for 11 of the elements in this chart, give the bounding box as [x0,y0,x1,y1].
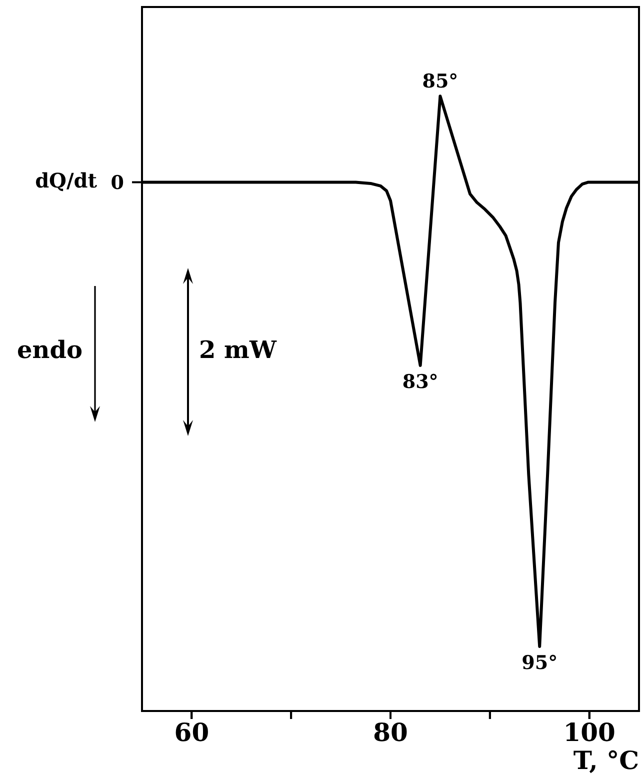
x-tick-label: 80 [373,718,408,747]
annotation: 85° [422,70,458,93]
annotation: 83° [402,370,438,393]
y-axis-title: dQ/dt [35,168,98,192]
x-tick-label: 100 [563,718,616,747]
x-axis-title: T, °C [573,746,639,775]
text: endo [17,335,83,364]
annotation: 2 mW [199,335,276,364]
x-tick-label: 60 [174,718,210,747]
text: 0 [110,172,124,194]
annotation: 95° [522,652,558,674]
